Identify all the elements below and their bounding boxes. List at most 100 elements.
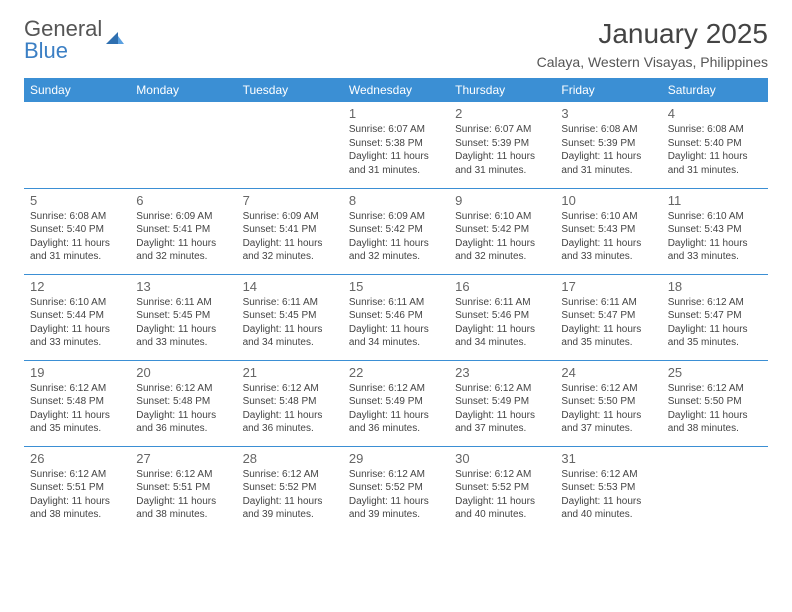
daylight-line: Daylight: 11 hours and 31 minutes. — [30, 237, 124, 264]
daylight-line: Daylight: 11 hours and 34 minutes. — [455, 323, 549, 350]
day-details: Sunrise: 6:11 AMSunset: 5:47 PMDaylight:… — [561, 296, 655, 350]
calendar-empty-cell — [662, 446, 768, 532]
sunset-line: Sunset: 5:48 PM — [136, 395, 230, 409]
logo-text-blue: Blue — [24, 40, 124, 62]
daylight-line: Daylight: 11 hours and 31 minutes. — [349, 150, 443, 177]
sunrise-line: Sunrise: 6:12 AM — [561, 382, 655, 396]
calendar-day-cell: 17Sunrise: 6:11 AMSunset: 5:47 PMDayligh… — [555, 274, 661, 360]
calendar-day-cell: 11Sunrise: 6:10 AMSunset: 5:43 PMDayligh… — [662, 188, 768, 274]
day-number: 10 — [561, 193, 655, 208]
calendar-day-cell: 1Sunrise: 6:07 AMSunset: 5:38 PMDaylight… — [343, 102, 449, 188]
sunset-line: Sunset: 5:40 PM — [30, 223, 124, 237]
daylight-line: Daylight: 11 hours and 36 minutes. — [136, 409, 230, 436]
calendar-day-cell: 7Sunrise: 6:09 AMSunset: 5:41 PMDaylight… — [237, 188, 343, 274]
page-title: January 2025 — [537, 18, 768, 50]
calendar-day-cell: 6Sunrise: 6:09 AMSunset: 5:41 PMDaylight… — [130, 188, 236, 274]
day-details: Sunrise: 6:10 AMSunset: 5:42 PMDaylight:… — [455, 210, 549, 264]
day-number: 23 — [455, 365, 549, 380]
sunrise-line: Sunrise: 6:11 AM — [243, 296, 337, 310]
daylight-line: Daylight: 11 hours and 35 minutes. — [561, 323, 655, 350]
sunset-line: Sunset: 5:53 PM — [561, 481, 655, 495]
day-details: Sunrise: 6:12 AMSunset: 5:50 PMDaylight:… — [668, 382, 762, 436]
day-number: 20 — [136, 365, 230, 380]
page-subtitle: Calaya, Western Visayas, Philippines — [537, 54, 768, 70]
sunrise-line: Sunrise: 6:11 AM — [561, 296, 655, 310]
calendar-week-row: 19Sunrise: 6:12 AMSunset: 5:48 PMDayligh… — [24, 360, 768, 446]
sunrise-line: Sunrise: 6:11 AM — [455, 296, 549, 310]
sunrise-line: Sunrise: 6:12 AM — [136, 382, 230, 396]
sunset-line: Sunset: 5:46 PM — [349, 309, 443, 323]
day-number: 29 — [349, 451, 443, 466]
daylight-line: Daylight: 11 hours and 40 minutes. — [455, 495, 549, 522]
day-number: 16 — [455, 279, 549, 294]
calendar-day-cell: 20 Sunrise: 6:12 AMSunset: 5:48 PMDayligh… — [130, 360, 236, 446]
daylight-line: Daylight: 11 hours and 32 minutes. — [243, 237, 337, 264]
daylight-line: Daylight: 11 hours and 31 minutes. — [668, 150, 762, 177]
day-number: 25 — [668, 365, 762, 380]
day-header: Monday — [130, 78, 236, 102]
day-details: Sunrise: 6:10 AMSunset: 5:44 PMDaylight:… — [30, 296, 124, 350]
calendar-day-cell: 18Sunrise: 6:12 AMSunset: 5:47 PMDayligh… — [662, 274, 768, 360]
sunrise-line: Sunrise: 6:11 AM — [349, 296, 443, 310]
sunrise-line: Sunrise: 6:09 AM — [136, 210, 230, 224]
day-number: 2 — [455, 106, 549, 121]
day-number: 31 — [561, 451, 655, 466]
day-header: Saturday — [662, 78, 768, 102]
calendar-day-cell: 27Sunrise: 6:12 AMSunset: 5:51 PMDayligh… — [130, 446, 236, 532]
day-details: Sunrise: 6:12 AMSunset: 5:52 PMDaylight:… — [349, 468, 443, 522]
sunset-line: Sunset: 5:52 PM — [243, 481, 337, 495]
daylight-line: Daylight: 11 hours and 32 minutes. — [349, 237, 443, 264]
calendar-day-cell: 25 Sunrise: 6:12 AMSunset: 5:50 PMDayligh… — [662, 360, 768, 446]
sunrise-line: Sunrise: 6:12 AM — [30, 382, 124, 396]
day-details: Sunrise: 6:09 AMSunset: 5:41 PMDaylight:… — [136, 210, 230, 264]
sunrise-line: Sunrise: 6:12 AM — [668, 382, 762, 396]
sunset-line: Sunset: 5:43 PM — [668, 223, 762, 237]
daylight-line: Daylight: 11 hours and 34 minutes. — [349, 323, 443, 350]
day-number: 22 — [349, 365, 443, 380]
day-details: Sunrise: 6:12 AMSunset: 5:48 PMDaylight:… — [30, 382, 124, 436]
calendar-day-cell: 2 Sunrise: 6:07 AMSunset: 5:39 PMDaylight… — [449, 102, 555, 188]
day-number: 19 — [30, 365, 124, 380]
daylight-line: Daylight: 11 hours and 32 minutes. — [136, 237, 230, 264]
daylight-line: Daylight: 11 hours and 36 minutes. — [349, 409, 443, 436]
daylight-line: Daylight: 11 hours and 39 minutes. — [243, 495, 337, 522]
sunset-line: Sunset: 5:50 PM — [561, 395, 655, 409]
day-details: Sunrise: 6:12 AMSunset: 5:49 PMDaylight:… — [349, 382, 443, 436]
calendar-week-row: 1Sunrise: 6:07 AMSunset: 5:38 PMDaylight… — [24, 102, 768, 188]
sunrise-line: Sunrise: 6:07 AM — [455, 123, 549, 137]
daylight-line: Daylight: 11 hours and 38 minutes. — [668, 409, 762, 436]
sunrise-line: Sunrise: 6:09 AM — [349, 210, 443, 224]
day-details: Sunrise: 6:12 AMSunset: 5:51 PMDaylight:… — [30, 468, 124, 522]
day-details: Sunrise: 6:09 AMSunset: 5:41 PMDaylight:… — [243, 210, 337, 264]
day-details: Sunrise: 6:12 AMSunset: 5:48 PMDaylight:… — [243, 382, 337, 436]
day-details: Sunrise: 6:07 AMSunset: 5:39 PMDaylight:… — [455, 123, 549, 177]
day-number: 18 — [668, 279, 762, 294]
sunrise-line: Sunrise: 6:08 AM — [668, 123, 762, 137]
header: GeneralBlue January 2025 Calaya, Western… — [24, 18, 768, 70]
calendar-day-cell: 19 Sunrise: 6:12 AMSunset: 5:48 PMDayligh… — [24, 360, 130, 446]
calendar-empty-cell — [24, 102, 130, 188]
calendar-day-cell: 8Sunrise: 6:09 AMSunset: 5:42 PMDaylight… — [343, 188, 449, 274]
daylight-line: Daylight: 11 hours and 39 minutes. — [349, 495, 443, 522]
sunrise-line: Sunrise: 6:11 AM — [136, 296, 230, 310]
sunrise-line: Sunrise: 6:12 AM — [136, 468, 230, 482]
day-number: 30 — [455, 451, 549, 466]
day-details: Sunrise: 6:10 AMSunset: 5:43 PMDaylight:… — [561, 210, 655, 264]
sunset-line: Sunset: 5:49 PM — [455, 395, 549, 409]
sunset-line: Sunset: 5:51 PM — [136, 481, 230, 495]
calendar-week-row: 26Sunrise: 6:12 AMSunset: 5:51 PMDayligh… — [24, 446, 768, 532]
sunrise-line: Sunrise: 6:12 AM — [455, 468, 549, 482]
sunset-line: Sunset: 5:39 PM — [455, 137, 549, 151]
day-number: 8 — [349, 193, 443, 208]
calendar-day-cell: 21Sunrise: 6:12 AMSunset: 5:48 PMDayligh… — [237, 360, 343, 446]
day-header: Tuesday — [237, 78, 343, 102]
sunset-line: Sunset: 5:38 PM — [349, 137, 443, 151]
day-number: 5 — [30, 193, 124, 208]
day-number: 4 — [668, 106, 762, 121]
daylight-line: Daylight: 11 hours and 33 minutes. — [30, 323, 124, 350]
sunset-line: Sunset: 5:44 PM — [30, 309, 124, 323]
sunset-line: Sunset: 5:42 PM — [455, 223, 549, 237]
calendar-day-cell: 28Sunrise: 6:12 AMSunset: 5:52 PMDayligh… — [237, 446, 343, 532]
sunset-line: Sunset: 5:52 PM — [455, 481, 549, 495]
day-number: 12 — [30, 279, 124, 294]
